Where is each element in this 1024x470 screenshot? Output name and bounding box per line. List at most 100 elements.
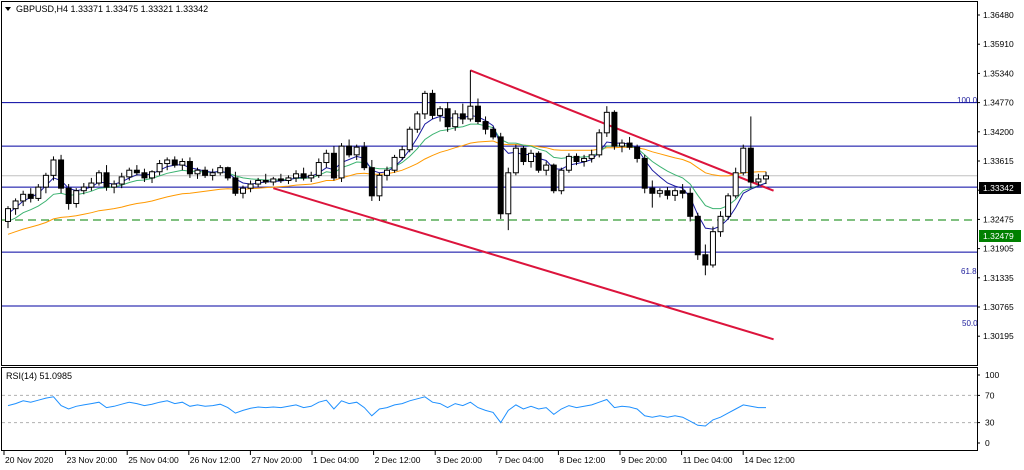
candle bbox=[755, 173, 762, 186]
candle bbox=[293, 170, 300, 183]
price-tick-label: 1.35340 bbox=[983, 68, 1014, 78]
candle-body-bear bbox=[459, 113, 466, 120]
time-tick-label: 25 Nov 04:00 bbox=[128, 455, 179, 465]
symbol-info: GBPUSD,H4 1.33371 1.33475 1.33321 1.3334… bbox=[16, 4, 208, 14]
candle bbox=[179, 158, 186, 171]
rsi-tick-label: 100 bbox=[985, 370, 999, 380]
candle-body-bear bbox=[171, 159, 178, 166]
candle-body-bear bbox=[429, 92, 436, 116]
candle bbox=[141, 168, 148, 183]
candle-body-bear bbox=[482, 121, 489, 130]
candle bbox=[565, 153, 572, 173]
rsi-tick-label: 70 bbox=[985, 390, 995, 400]
rsi-line bbox=[7, 396, 766, 427]
candle bbox=[543, 161, 550, 176]
candle bbox=[672, 188, 679, 201]
candle bbox=[12, 198, 19, 215]
channel-upper-line bbox=[470, 69, 774, 192]
candle bbox=[346, 139, 353, 158]
candle-body-bear bbox=[747, 147, 754, 183]
price-axis: 1.36480 1.35910 1.35340 1.34770 1.34200 1.336… bbox=[977, 10, 1014, 341]
candle bbox=[118, 172, 125, 189]
candle bbox=[5, 206, 11, 229]
candle-body-bull bbox=[421, 92, 428, 115]
time-axis: 20 Nov 2020 23 Nov 20:00 25 Nov 04:00 26 No… bbox=[3, 451, 795, 465]
candle-body-bull bbox=[740, 147, 747, 174]
candle bbox=[262, 173, 269, 185]
candle-body-bull bbox=[406, 128, 413, 151]
candle bbox=[664, 187, 671, 200]
candle-body-bull bbox=[505, 172, 512, 215]
candle bbox=[111, 180, 118, 194]
candle bbox=[550, 163, 557, 194]
candle bbox=[429, 89, 436, 119]
candle-body-bear bbox=[573, 155, 580, 163]
candle-body-bull bbox=[558, 169, 565, 192]
candle-body-bull bbox=[725, 195, 732, 217]
level-price-tag-bg bbox=[979, 230, 1021, 242]
candle bbox=[42, 172, 49, 194]
price-tick-label: 1.30195 bbox=[983, 331, 1014, 341]
price-tick-label: 1.30765 bbox=[983, 302, 1014, 312]
candle-body-bear bbox=[346, 145, 353, 156]
candle bbox=[285, 175, 292, 185]
candle-body-bull bbox=[255, 179, 262, 185]
candle-body-bull bbox=[164, 159, 171, 165]
candle bbox=[740, 144, 747, 176]
candle-body-bull bbox=[149, 171, 156, 179]
candle bbox=[459, 103, 466, 125]
candle bbox=[399, 146, 406, 160]
trend-channel[interactable] bbox=[273, 69, 774, 341]
time-tick-label: 3 Dec 20:00 bbox=[436, 455, 482, 465]
candle-body-bull bbox=[467, 105, 474, 120]
candle bbox=[308, 171, 315, 183]
candle-body-bull bbox=[270, 178, 277, 183]
time-tick-label: 2 Dec 12:00 bbox=[375, 455, 421, 465]
candle bbox=[467, 70, 474, 122]
candle bbox=[391, 154, 398, 173]
candle bbox=[452, 110, 459, 131]
candle bbox=[520, 146, 527, 166]
current-price-tag-bg bbox=[979, 182, 1021, 194]
candle-body-bull bbox=[603, 111, 610, 134]
candle bbox=[73, 188, 80, 208]
price-tick-label: 1.36480 bbox=[983, 10, 1014, 20]
candle-body-bull bbox=[656, 190, 663, 194]
rsi-tick-label: 0 bbox=[985, 438, 990, 448]
candle-body-bear bbox=[444, 108, 451, 128]
triangle-down-icon[interactable] bbox=[5, 7, 11, 11]
candle bbox=[406, 126, 413, 153]
candle-body-bull bbox=[80, 186, 87, 192]
candle-body-bull bbox=[247, 183, 254, 189]
candle-body-bull bbox=[565, 155, 572, 171]
candle-body-bear bbox=[497, 136, 504, 215]
time-tick-label: 1 Dec 04:00 bbox=[313, 455, 359, 465]
time-tick-label: 7 Dec 04:00 bbox=[498, 455, 544, 465]
fib-label-50: 50.0 bbox=[962, 319, 978, 328]
candle-body-bear bbox=[520, 147, 527, 163]
candle bbox=[641, 154, 648, 194]
candle bbox=[202, 166, 209, 178]
candle bbox=[474, 98, 481, 125]
candle-body-bear bbox=[626, 142, 633, 148]
candle bbox=[490, 126, 497, 140]
candle-body-bear bbox=[186, 161, 193, 175]
candle-body-bull bbox=[338, 145, 345, 179]
candle bbox=[588, 149, 595, 163]
candle-body-bear bbox=[702, 254, 709, 266]
candle-body-bull bbox=[391, 156, 398, 171]
candle-body-bear bbox=[141, 172, 148, 179]
candle-body-bull bbox=[293, 173, 300, 179]
candle-body-bull bbox=[353, 146, 360, 156]
candle bbox=[687, 188, 694, 222]
candle bbox=[103, 165, 110, 191]
candle-body-bull bbox=[308, 174, 315, 179]
candle bbox=[611, 110, 618, 150]
candle bbox=[149, 170, 156, 184]
candle-body-bear bbox=[103, 172, 110, 188]
time-tick-label: 9 Dec 20:00 bbox=[621, 455, 667, 465]
candle bbox=[596, 129, 603, 158]
candle bbox=[323, 149, 330, 168]
time-tick-label: 20 Nov 2020 bbox=[5, 455, 53, 465]
